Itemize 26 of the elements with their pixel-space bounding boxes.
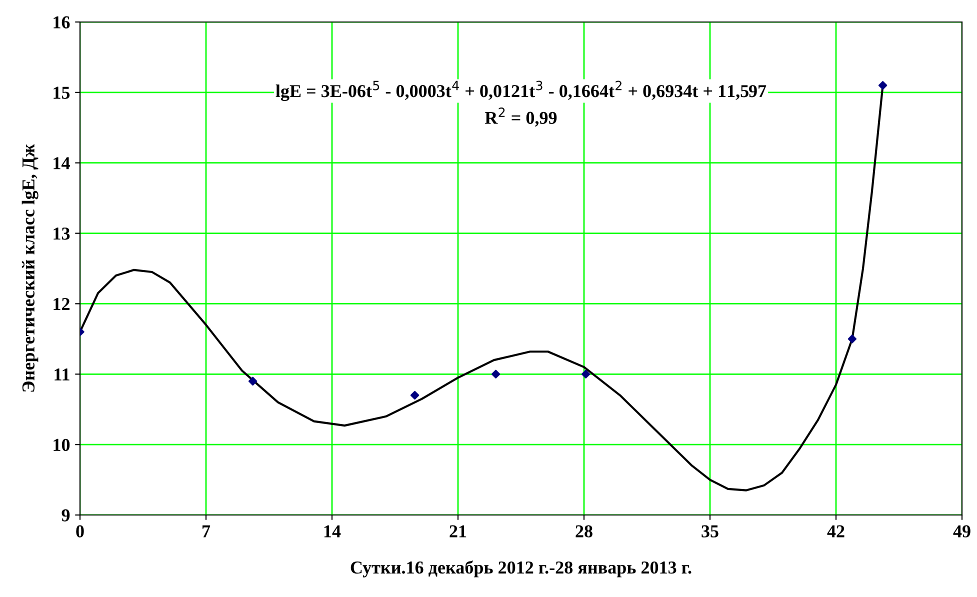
y-tick-label: 10	[54, 438, 70, 452]
point	[410, 390, 420, 400]
point	[248, 376, 258, 386]
annotation: R$^{2}$ = 0,99	[484, 108, 557, 127]
text: lgE = 3E-06t$^{5}$ - 0,0003t$^{4}$ + 0,0121t$^{3}$ - 0,1664t$^{2}$ + 0,6934t + 11,597	[276, 80, 766, 102]
y-tick-label: 12	[54, 298, 70, 310]
y-tick-label: 11	[54, 368, 70, 380]
y-tick-label: 13	[54, 228, 70, 240]
point	[878, 81, 888, 90]
x-tick-label: 42	[827, 525, 844, 538]
y-tick-label: 9	[62, 509, 70, 522]
y-tick-label: 16	[54, 16, 70, 28]
x-tick-label: 7	[202, 525, 210, 538]
x-tick-label: 21	[450, 525, 466, 538]
point	[491, 370, 500, 379]
x-axis-title: Сутки.16 декабрь 2012 г.-28 январь 2013 г.	[350, 560, 692, 578]
x-tick-label: 49	[953, 525, 970, 538]
x-tick-label: 28	[576, 525, 592, 538]
y-axis-title: Энергетический класс lgE, Дж	[22, 144, 38, 392]
x-tick-label: 14	[324, 525, 341, 538]
x-tick-label: 35	[702, 525, 718, 538]
x-tick-label: 0	[76, 525, 84, 538]
point	[848, 334, 857, 344]
y-tick-label: 14	[54, 157, 70, 170]
point	[581, 370, 590, 379]
y-tick-label: 15	[54, 86, 70, 99]
